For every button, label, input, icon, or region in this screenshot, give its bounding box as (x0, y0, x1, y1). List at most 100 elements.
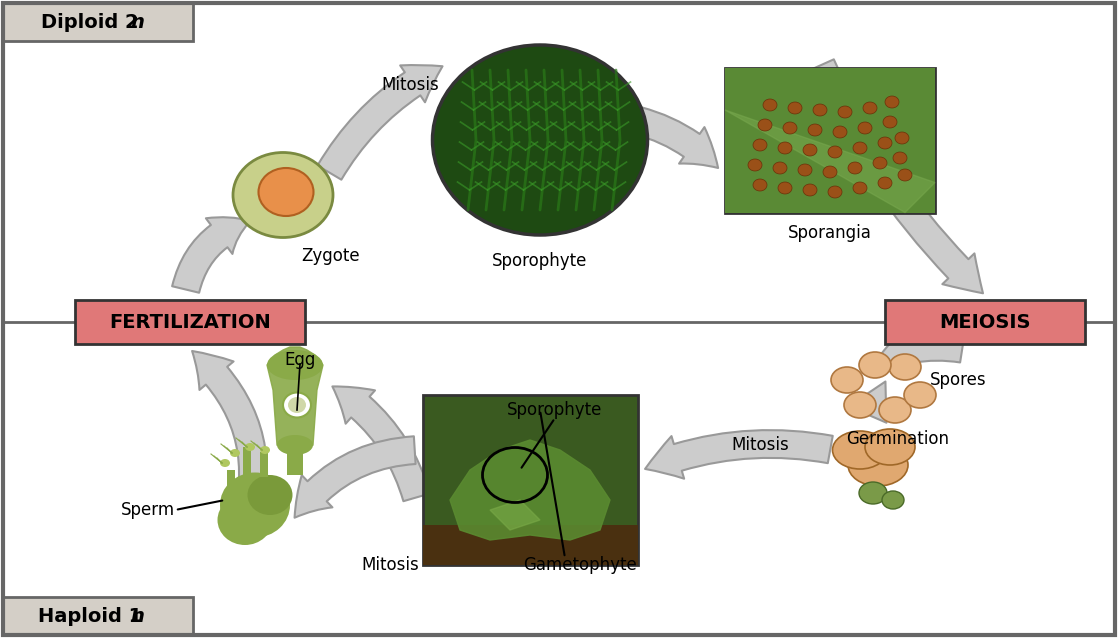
Text: Mitosis: Mitosis (381, 76, 439, 94)
FancyArrowPatch shape (849, 382, 887, 423)
FancyArrowPatch shape (294, 436, 416, 517)
Ellipse shape (878, 137, 892, 149)
Polygon shape (490, 500, 540, 530)
Ellipse shape (247, 475, 293, 515)
Ellipse shape (853, 182, 866, 194)
Text: Mitosis: Mitosis (361, 556, 419, 574)
Ellipse shape (803, 184, 817, 196)
Ellipse shape (220, 473, 290, 537)
Bar (3, 3, 193, 41)
Ellipse shape (885, 96, 899, 108)
Ellipse shape (853, 142, 866, 154)
Ellipse shape (808, 124, 822, 136)
Text: n: n (131, 607, 144, 625)
Bar (724, 68, 935, 212)
Ellipse shape (847, 444, 908, 486)
Ellipse shape (879, 397, 911, 423)
Ellipse shape (288, 397, 306, 413)
Ellipse shape (783, 122, 797, 134)
Bar (885, 300, 1084, 344)
Ellipse shape (230, 449, 240, 457)
Text: Mitosis: Mitosis (731, 436, 789, 454)
FancyArrowPatch shape (878, 327, 965, 371)
Ellipse shape (898, 169, 912, 181)
Text: Diploid 2: Diploid 2 (41, 13, 139, 31)
FancyArrowPatch shape (332, 387, 430, 501)
Ellipse shape (883, 116, 897, 128)
Ellipse shape (778, 142, 792, 154)
Ellipse shape (847, 162, 862, 174)
Ellipse shape (267, 350, 323, 380)
Ellipse shape (754, 179, 767, 191)
Ellipse shape (758, 119, 773, 131)
Ellipse shape (773, 162, 787, 174)
Ellipse shape (838, 106, 852, 118)
Ellipse shape (813, 104, 827, 116)
Text: Haploid 1: Haploid 1 (38, 607, 142, 625)
Ellipse shape (828, 146, 842, 158)
FancyArrowPatch shape (808, 59, 983, 293)
Ellipse shape (433, 45, 647, 235)
Text: n: n (131, 13, 144, 31)
Text: Sperm: Sperm (121, 501, 176, 519)
Ellipse shape (858, 122, 872, 134)
Bar (423, 395, 637, 565)
Ellipse shape (828, 186, 842, 198)
Polygon shape (451, 440, 610, 540)
Ellipse shape (798, 164, 812, 176)
FancyArrowPatch shape (172, 217, 250, 293)
Text: Spores: Spores (930, 371, 986, 389)
Ellipse shape (778, 182, 792, 194)
Ellipse shape (260, 446, 271, 454)
FancyArrowPatch shape (645, 430, 833, 478)
Bar (227, 470, 235, 490)
Ellipse shape (889, 354, 921, 380)
Bar (260, 452, 268, 477)
Text: Sporophyte: Sporophyte (508, 401, 603, 419)
Text: Egg: Egg (284, 351, 315, 369)
Ellipse shape (865, 429, 915, 465)
Ellipse shape (904, 382, 936, 408)
Bar (3, 597, 193, 635)
Ellipse shape (762, 99, 777, 111)
Polygon shape (724, 110, 935, 212)
Ellipse shape (258, 168, 313, 216)
Ellipse shape (788, 102, 802, 114)
Text: Germination: Germination (846, 430, 949, 448)
Bar (423, 525, 637, 565)
Bar (243, 447, 252, 477)
Polygon shape (267, 347, 323, 445)
Ellipse shape (893, 152, 907, 164)
Bar (75, 300, 305, 344)
Ellipse shape (896, 132, 909, 144)
Bar (287, 445, 303, 475)
Ellipse shape (233, 152, 333, 237)
Text: MEIOSIS: MEIOSIS (939, 313, 1031, 332)
Ellipse shape (823, 166, 837, 178)
Ellipse shape (277, 435, 313, 455)
Ellipse shape (859, 352, 891, 378)
Ellipse shape (220, 459, 230, 467)
FancyArrowPatch shape (192, 351, 267, 542)
Ellipse shape (873, 157, 887, 169)
Ellipse shape (754, 139, 767, 151)
Ellipse shape (748, 159, 762, 171)
Ellipse shape (844, 392, 877, 418)
Ellipse shape (859, 482, 887, 504)
FancyArrowPatch shape (634, 107, 718, 168)
Text: FERTILIZATION: FERTILIZATION (110, 313, 271, 332)
Text: Sporangia: Sporangia (788, 225, 872, 242)
Ellipse shape (833, 431, 888, 469)
Ellipse shape (218, 495, 273, 545)
Text: Gametophyte: Gametophyte (523, 556, 637, 574)
Ellipse shape (833, 126, 847, 138)
Text: Zygote: Zygote (301, 247, 360, 265)
Ellipse shape (803, 144, 817, 156)
Bar (724, 68, 935, 212)
Ellipse shape (245, 443, 255, 451)
Ellipse shape (283, 392, 311, 417)
Ellipse shape (882, 491, 904, 509)
Text: Sporophyte: Sporophyte (492, 252, 588, 270)
FancyArrowPatch shape (318, 65, 443, 180)
Ellipse shape (863, 102, 877, 114)
